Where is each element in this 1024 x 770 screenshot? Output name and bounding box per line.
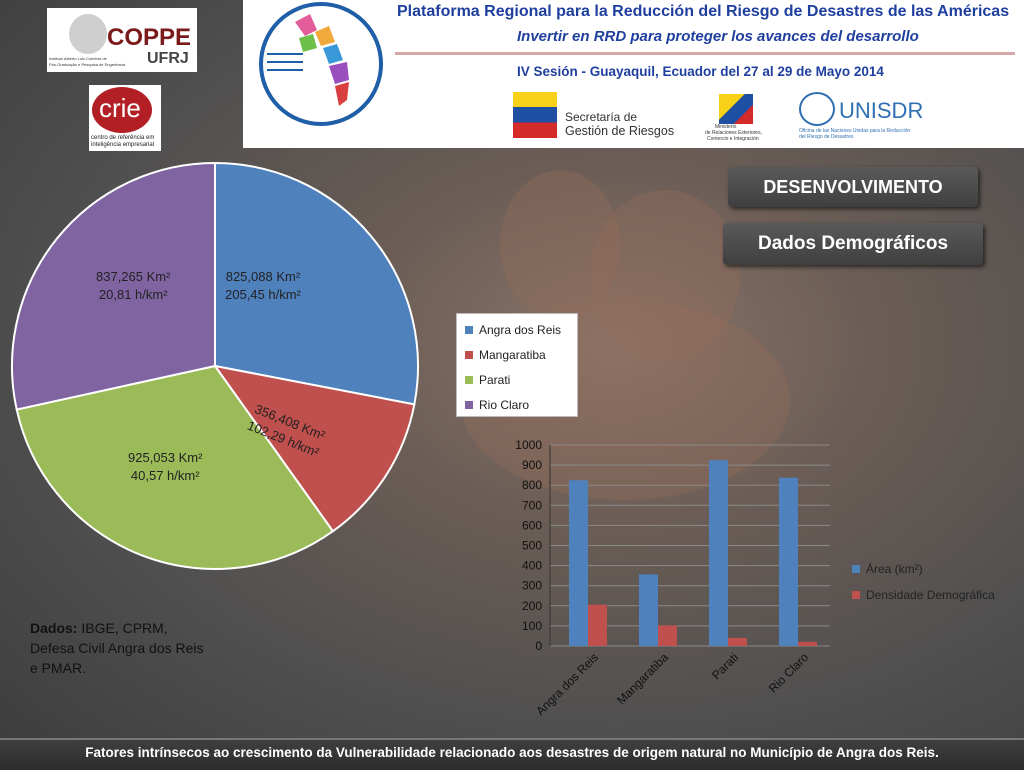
bar-density-angra-dos-reis (588, 604, 607, 646)
x-tick-label: Rio Claro (766, 650, 811, 695)
data-source-text: IBGE, CPRM, Defesa Civil Angra dos Reis … (30, 620, 204, 676)
pie-slice-rio-claro (11, 161, 216, 411)
legend-swatch (465, 401, 473, 409)
pie-label-rioclaro-area: 837,265 Km² (96, 269, 171, 284)
ministry-line-1: Ministerio (715, 124, 737, 130)
coppe-logo: COPPE UFRJ Instituto Alberto Luiz Coimbr… (47, 8, 197, 72)
coppe-subtitle-2: Pós-Graduação e Pesquisa de Engenharia (49, 62, 126, 67)
y-tick-label: 300 (522, 579, 542, 593)
pie-label-rioclaro: 837,265 Km² 20,81 h/km² (96, 268, 170, 304)
x-tick-label: Angra dos Reis (533, 650, 601, 718)
legend-swatch (852, 565, 860, 573)
pie-legend-item: Angra dos Reis (465, 323, 561, 337)
y-tick-label: 0 (535, 639, 542, 653)
bar-legend-label: Área (km²) (866, 562, 923, 576)
background-figure (500, 170, 620, 320)
legend-swatch (465, 376, 473, 384)
crie-subtitle-2: inteligência empresarial (91, 142, 155, 148)
y-tick-label: 600 (522, 518, 542, 532)
pie-label-angra-area: 825,088 Km² (225, 269, 301, 284)
coppe-subtitle-1: Instituto Alberto Luiz Coimbra de (49, 56, 107, 61)
bar-area-rio-claro (779, 477, 798, 646)
banner-divider (395, 52, 1015, 55)
ministry-emblem-icon (719, 94, 753, 124)
y-tick-label: 700 (522, 498, 542, 512)
bar-legend-item: Densidade Demográfica (852, 588, 995, 602)
bar-density-mangaratiba (658, 625, 677, 646)
topic-tag: Dados Demográficos (723, 223, 983, 265)
bar-chart: 0 100 200 300 400 500 600 700 800 900 1000 Angra do… (515, 438, 830, 718)
pie-slice-parati (15, 364, 335, 570)
footer-caption: Fatores intrínsecos ao crescimento da Vu… (0, 738, 1024, 770)
y-tick-label: 1000 (515, 438, 542, 452)
crie-subtitle-1: centro de referência em (91, 135, 155, 141)
bar-area-parati (709, 460, 728, 646)
data-source: Dados: IBGE, CPRM, Defesa Civil Angra do… (30, 618, 210, 678)
pie-label-angra-density: 205,45 h/km² (225, 287, 301, 302)
coppe-wordmark: COPPE (107, 24, 192, 51)
pie-chart (11, 161, 419, 570)
data-source-label: Dados: (30, 620, 78, 636)
unisdr-subtitle-1: Oficina de las Naciones Unidas para la R… (799, 128, 911, 134)
bar-density-parati (728, 637, 747, 646)
ministry-line-2: de Relaciones Exteriores, (705, 130, 762, 136)
unisdr-wordmark: UNISDR (839, 98, 924, 123)
y-tick-label: 500 (522, 539, 542, 553)
legend-swatch (852, 591, 860, 599)
section-tag: DESENVOLVIMENTO (728, 167, 978, 207)
crie-wordmark: crie (99, 93, 141, 123)
ministry-line-3: Comercio e Integración (707, 136, 759, 142)
banner-subtitle: Invertir en RRD para proteger los avance… (517, 28, 919, 45)
bar-legend-label: Densidade Demográfica (866, 588, 995, 602)
pie-legend-item: Parati (465, 373, 510, 387)
bar-legend-item: Área (km²) (852, 562, 923, 576)
bar-area-angra-dos-reis (569, 480, 588, 646)
crie-logo: crie centro de referência em inteligênci… (89, 85, 161, 151)
unisdr-subtitle-2: del Riesgo de Desastres (799, 134, 854, 140)
pie-legend-item: Rio Claro (465, 398, 529, 412)
pie-slice-mangaratiba (212, 364, 416, 533)
pie-legend-item: Mangaratiba (465, 348, 546, 362)
pie-legend-label: Mangaratiba (479, 348, 546, 362)
sgr-logo (513, 92, 557, 138)
x-tick-label: Mangaratiba (614, 650, 671, 707)
background-figure (590, 190, 740, 360)
legend-swatch (465, 351, 473, 359)
bar-area-mangaratiba (639, 574, 658, 646)
pie-legend: Angra dos Reis Mangaratiba Parati Rio Cl… (456, 313, 578, 417)
y-tick-label: 200 (522, 599, 542, 613)
conference-banner: Plataforma Regional para la Reducción de… (243, 0, 1024, 148)
banner-session: IV Sesión - Guayaquil, Ecuador del 27 al… (517, 64, 884, 79)
pie-label-angra: 825,088 Km² 205,45 h/km² (225, 268, 301, 304)
pie-label-parati-density: 40,57 h/km² (130, 468, 200, 483)
pie-slice-angra-dos-reis (214, 161, 419, 406)
legend-swatch (465, 326, 473, 334)
americas-map-icon (259, 2, 383, 126)
ufrj-wordmark: UFRJ (147, 50, 189, 67)
sgr-name-2: Gestión de Riesgos (565, 124, 675, 138)
pie-label-parati: 925,053 Km² 40,57 h/km² (128, 449, 202, 485)
x-tick-label: Parati (709, 650, 741, 682)
pie-label-parati-area: 925,053 Km² (128, 450, 203, 465)
y-tick-label: 100 (522, 619, 542, 633)
pie-legend-label: Angra dos Reis (479, 323, 562, 337)
banner-title: Plataforma Regional para la Reducción de… (397, 3, 1010, 20)
un-emblem-icon (799, 92, 835, 126)
y-tick-label: 400 (522, 559, 542, 573)
sgr-name-1: Secretaría de (565, 110, 638, 124)
pie-legend-label: Parati (479, 373, 511, 387)
y-tick-label: 900 (522, 458, 542, 472)
crie-emblem-icon (92, 87, 152, 133)
bar-density-rio-claro (798, 641, 817, 646)
pie-label-rioclaro-density: 20,81 h/km² (98, 287, 168, 302)
coppe-emblem-icon (69, 14, 107, 54)
y-tick-label: 800 (522, 478, 542, 492)
pie-legend-label: Rio Claro (479, 398, 530, 412)
